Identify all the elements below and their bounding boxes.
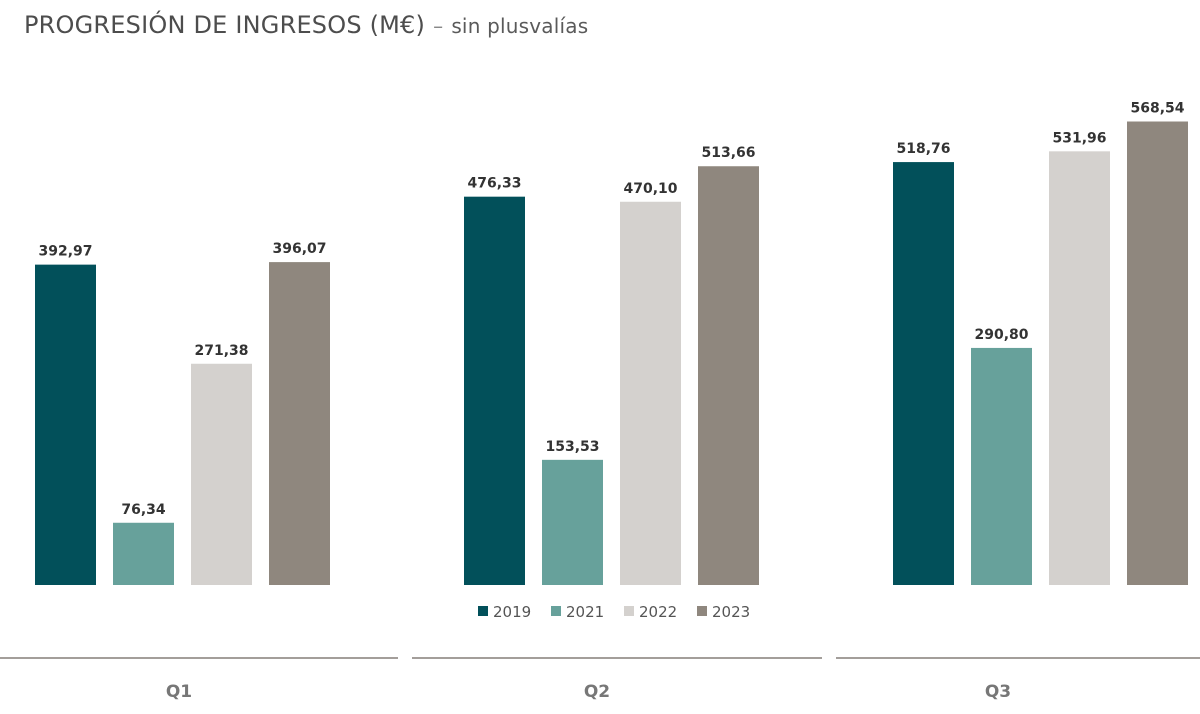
bar-q3-2023 [1127, 121, 1188, 585]
chart-subtitle: sin plusvalías [451, 14, 589, 38]
data-label-q2-2022: 470,10 [623, 181, 677, 197]
data-label-q1-2022: 271,38 [194, 343, 248, 359]
data-label-q3-2019: 518,76 [896, 141, 950, 157]
legend-label-2021: 2021 [566, 603, 604, 621]
category-label-q2: Q2 [584, 682, 610, 702]
legend-swatch-2022 [624, 606, 634, 616]
category-label-q1: Q1 [166, 682, 192, 702]
bar-q1-2022 [191, 363, 252, 585]
data-label-q3-2023: 568,54 [1130, 101, 1184, 117]
bar-q2-2022 [620, 201, 681, 586]
data-label-q2-2023: 513,66 [701, 145, 755, 161]
data-label-q1-2019: 392,97 [38, 244, 92, 260]
bar-q1-2023 [269, 262, 330, 585]
bar-q1-2019 [35, 264, 96, 585]
data-label-q2-2021: 153,53 [545, 439, 599, 455]
data-label-q1-2021: 76,34 [121, 502, 166, 518]
bar-q2-2019 [464, 196, 525, 586]
legend-label-2019: 2019 [493, 603, 531, 621]
data-label-q3-2021: 290,80 [974, 327, 1028, 343]
data-label-q1-2023: 396,07 [272, 241, 326, 257]
legend-label-2023: 2023 [712, 603, 750, 621]
category-label-q3: Q3 [985, 682, 1011, 702]
chart-title: PROGRESIÓN DE INGRESOS (M€) – sin plusvalí… [24, 10, 588, 39]
title-separator: – [433, 14, 444, 38]
legend-label-2022: 2022 [639, 603, 677, 621]
chart-title-main: PROGRESIÓN DE INGRESOS (M€) [24, 11, 426, 39]
data-label-q3-2022: 531,96 [1052, 130, 1106, 146]
bar-q3-2022 [1049, 151, 1110, 585]
legend-swatch-2019 [478, 606, 488, 616]
legend-swatch-2021 [551, 606, 561, 616]
legend-swatch-2023 [697, 606, 707, 616]
bar-q3-2019 [893, 162, 954, 585]
bar-q2-2021 [542, 459, 603, 585]
bar-q2-2023 [698, 166, 759, 585]
data-label-q2-2019: 476,33 [467, 176, 521, 192]
bar-q1-2021 [113, 522, 174, 585]
bar-q3-2021 [971, 347, 1032, 585]
